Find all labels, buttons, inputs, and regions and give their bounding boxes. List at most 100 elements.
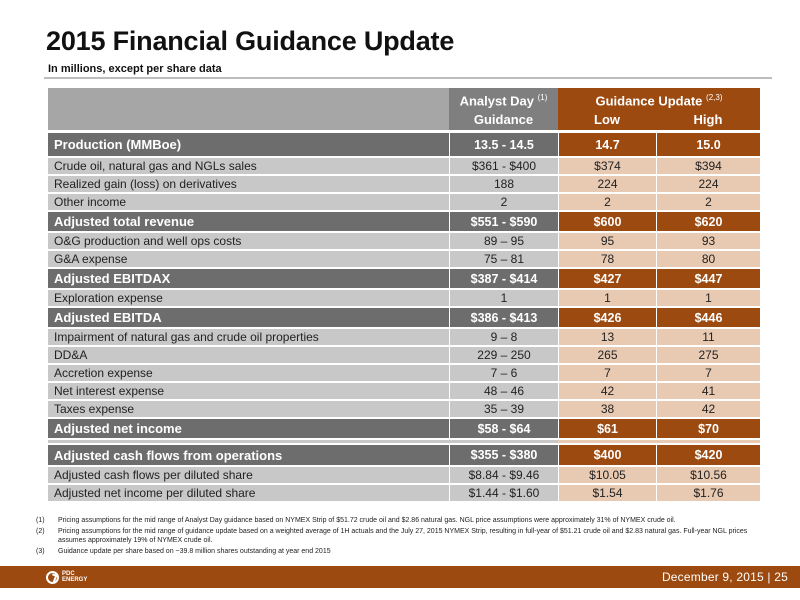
high-value: $446: [656, 308, 760, 327]
analyst-day-value: 48 – 46: [449, 383, 558, 399]
row-label: Adjusted net income: [48, 419, 449, 438]
analyst-day-value: 13.5 - 14.5: [449, 133, 558, 156]
table-row: Realized gain (loss) on derivatives 188 22…: [48, 176, 760, 192]
low-value: 13: [558, 329, 656, 345]
row-label: Adjusted EBITDA: [48, 308, 449, 327]
footer-date-page: December 9, 2015 | 25: [661, 570, 788, 584]
table-row: Exploration expense 1 1 1: [48, 290, 760, 306]
header-label-cell: [48, 88, 449, 130]
low-value: $600: [558, 212, 656, 231]
table-row: DD&A 229 – 250 265 275: [48, 347, 760, 363]
row-label: Net interest expense: [48, 383, 449, 399]
high-value: $394: [656, 158, 760, 174]
analyst-day-value: 75 – 81: [449, 251, 558, 267]
footer-bar: PDC ENERGY December 9, 2015 | 25: [0, 566, 800, 588]
analyst-day-value: $58 - $64: [449, 419, 558, 438]
analyst-day-value: $551 - $590: [449, 212, 558, 231]
high-value: 93: [656, 233, 760, 249]
header-guidance-update-sup: (2,3): [706, 93, 723, 102]
low-value: 7: [558, 365, 656, 381]
low-value: $427: [558, 269, 656, 288]
title-divider: [44, 77, 772, 79]
table-row: Adjusted EBITDA $386 - $413 $426 $446: [48, 308, 760, 327]
analyst-day-value: $355 - $380: [449, 445, 558, 465]
pdc-logo-icon: [46, 570, 59, 584]
row-label: Adjusted cash flows per diluted share: [48, 467, 449, 483]
header-guidance-update: Guidance Update (2,3) Low High: [558, 88, 760, 130]
high-value: 80: [656, 251, 760, 267]
low-value: 224: [558, 176, 656, 192]
row-label: Crude oil, natural gas and NGLs sales: [48, 158, 449, 174]
row-label: Adjusted net income per diluted share: [48, 485, 449, 501]
low-value: 78: [558, 251, 656, 267]
low-value: 2: [558, 194, 656, 210]
table-row: G&A expense 75 – 81 78 80: [48, 251, 760, 267]
low-value: $374: [558, 158, 656, 174]
table-row: Adjusted total revenue $551 - $590 $600 $62…: [48, 212, 760, 231]
table-row: Adjusted EBITDAX $387 - $414 $427 $447: [48, 269, 760, 288]
low-value: 14.7: [558, 133, 656, 156]
high-value: $620: [656, 212, 760, 231]
high-value: 224: [656, 176, 760, 192]
table-row: Adjusted cash flows per diluted share $8.…: [48, 467, 760, 483]
table-row: Crude oil, natural gas and NGLs sales $36…: [48, 158, 760, 174]
high-value: 7: [656, 365, 760, 381]
table-row: Impairment of natural gas and crude oil …: [48, 329, 760, 345]
high-value: $447: [656, 269, 760, 288]
low-value: 38: [558, 401, 656, 417]
row-label: Adjusted total revenue: [48, 212, 449, 231]
high-value: $10.56: [656, 467, 760, 483]
low-value: $10.05: [558, 467, 656, 483]
header-analyst-day-sup: (1): [537, 93, 548, 102]
logo-line-2: ENERGY: [62, 577, 88, 583]
analyst-day-value: $8.84 - $9.46: [449, 467, 558, 483]
footnote-2: (2) Pricing assumptions for the mid range…: [36, 527, 748, 545]
pdc-energy-logo: PDC ENERGY: [46, 570, 87, 584]
row-label: Production (MMBoe): [48, 133, 449, 156]
analyst-day-value: 9 – 8: [449, 329, 558, 345]
header-low: Low: [594, 112, 620, 127]
high-value: $70: [656, 419, 760, 438]
analyst-day-value: $387 - $414: [449, 269, 558, 288]
row-label: Impairment of natural gas and crude oil …: [48, 329, 449, 345]
low-value: $1.54: [558, 485, 656, 501]
row-label: G&A expense: [48, 251, 449, 267]
high-value: 42: [656, 401, 760, 417]
row-label: Realized gain (loss) on derivatives: [48, 176, 449, 192]
footnotes: (1) Pricing assumptions for the mid range…: [36, 516, 771, 557]
low-value: $400: [558, 445, 656, 465]
table-row: Other income 2 2 2: [48, 194, 760, 210]
high-value: 2: [656, 194, 760, 210]
page-subtitle: In millions, except per share data: [48, 63, 222, 75]
analyst-day-value: 229 – 250: [449, 347, 558, 363]
row-label: Adjusted EBITDAX: [48, 269, 449, 288]
low-value: $426: [558, 308, 656, 327]
header-analyst-day-label: Analyst Day: [459, 93, 534, 109]
analyst-day-value: 89 – 95: [449, 233, 558, 249]
high-value: 41: [656, 383, 760, 399]
high-value: 15.0: [656, 133, 760, 156]
row-label: Taxes expense: [48, 401, 449, 417]
low-value: 95: [558, 233, 656, 249]
table-row: O&G production and well ops costs 89 – 95…: [48, 233, 760, 249]
table-row: Taxes expense 35 – 39 38 42: [48, 401, 760, 417]
analyst-day-value: 7 – 6: [449, 365, 558, 381]
high-value: 11: [656, 329, 760, 345]
header-guidance-update-label: Guidance Update: [595, 93, 703, 109]
low-value: 265: [558, 347, 656, 363]
row-label: Adjusted cash flows from operations: [48, 445, 449, 465]
table-row: Adjusted net income $58 - $64 $61 $70: [48, 419, 760, 438]
analyst-day-value: $1.44 - $1.60: [449, 485, 558, 501]
row-label: O&G production and well ops costs: [48, 233, 449, 249]
analyst-day-value: 188: [449, 176, 558, 192]
low-value: 1: [558, 290, 656, 306]
header-analyst-day-sub: Guidance: [473, 112, 534, 127]
low-value: $61: [558, 419, 656, 438]
high-value: 1: [656, 290, 760, 306]
footnote-3: (3) Guidance update per share based on ~3…: [36, 547, 331, 555]
analyst-day-value: $361 - $400: [449, 158, 558, 174]
row-label: Other income: [48, 194, 449, 210]
high-value: $420: [656, 445, 760, 465]
header-analyst-day: Analyst Day (1) Guidance: [449, 88, 558, 130]
